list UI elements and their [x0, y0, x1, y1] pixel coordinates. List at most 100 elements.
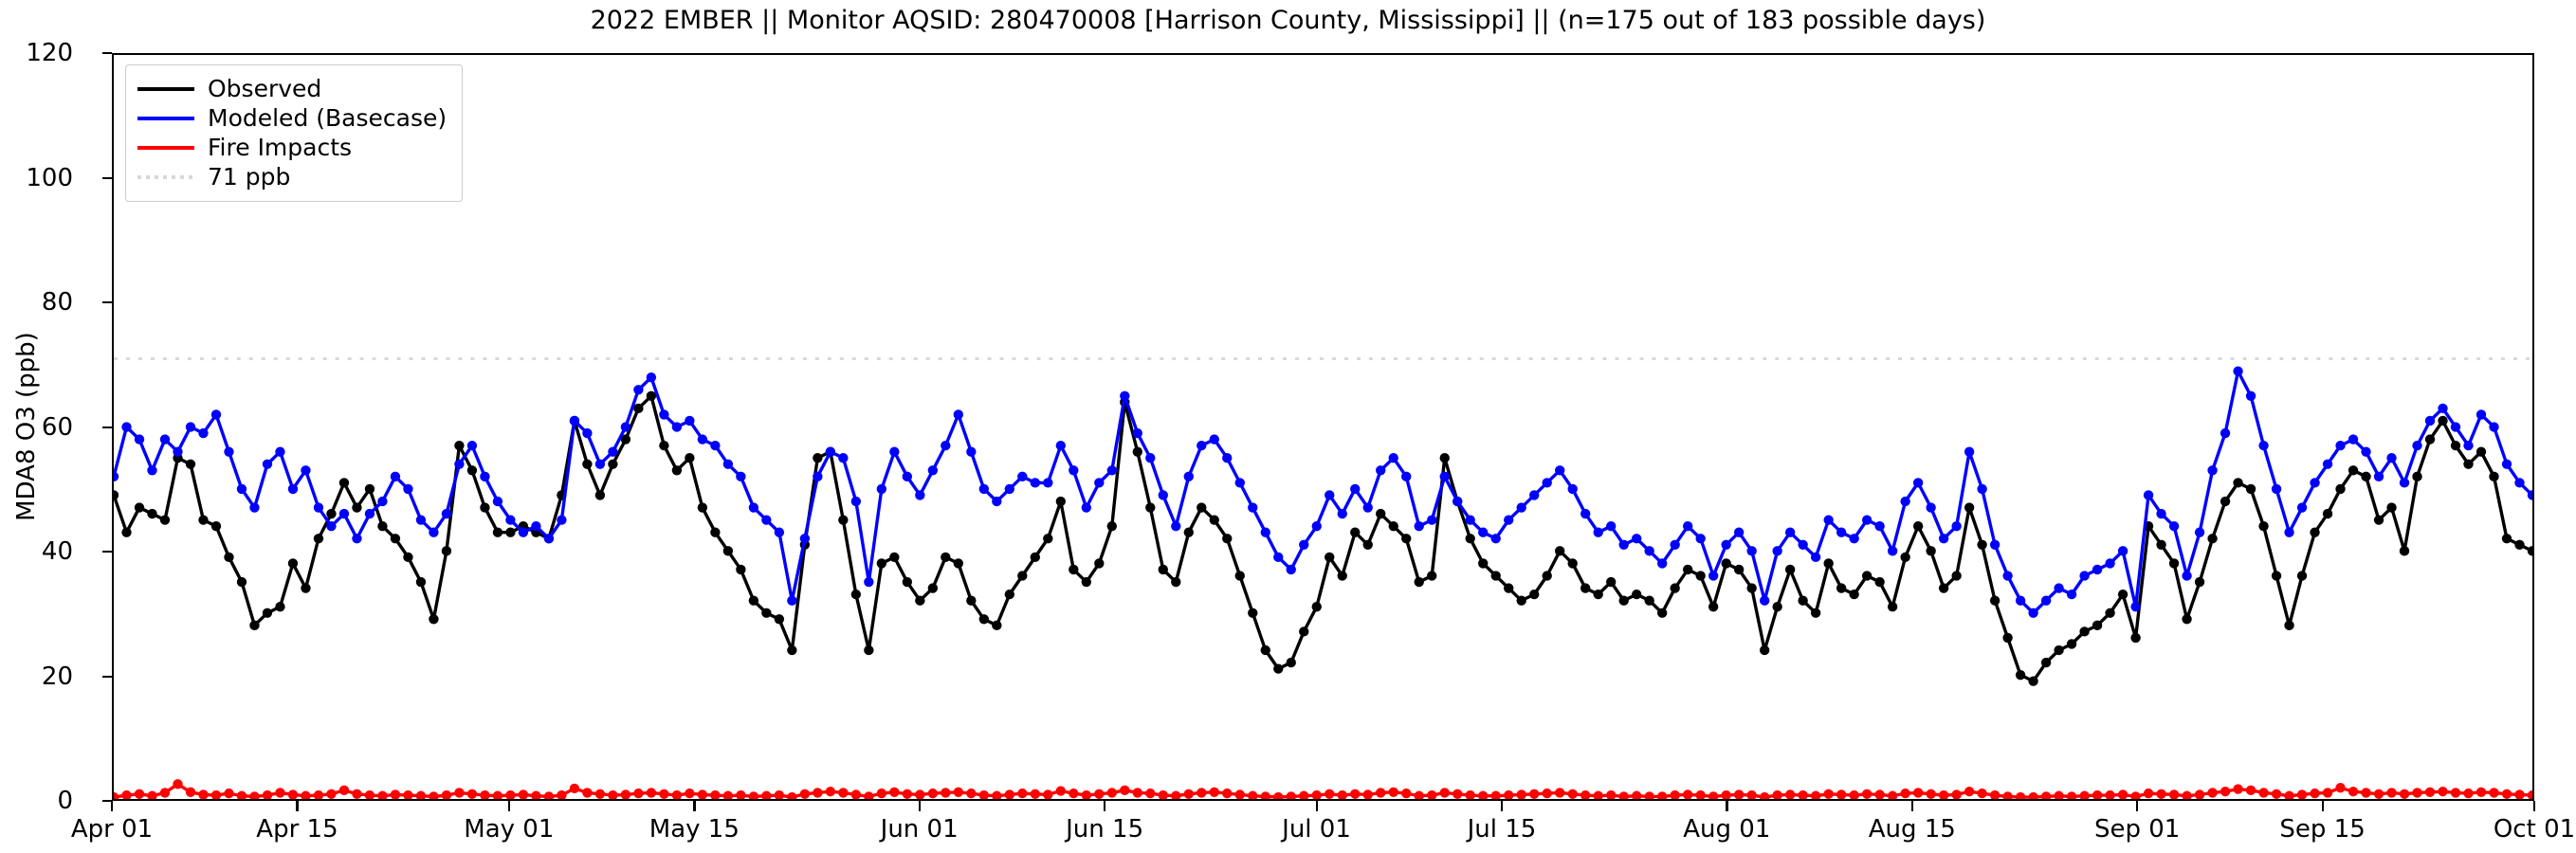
data-point [1836, 789, 1847, 799]
data-point [2527, 546, 2532, 556]
data-point [864, 791, 874, 799]
data-point [134, 502, 145, 513]
data-point [2105, 789, 2115, 799]
data-point [1337, 571, 1347, 581]
data-point [1504, 789, 1514, 799]
data-point [2182, 571, 2192, 581]
data-point [608, 446, 618, 457]
data-point [1606, 576, 1617, 588]
data-point [505, 527, 516, 537]
data-point [1926, 546, 1936, 556]
legend-item[interactable]: Modeled (Basecase) [137, 103, 447, 133]
data-point [114, 471, 119, 482]
data-point [2310, 527, 2320, 537]
y-tick-mark [102, 52, 112, 55]
data-point [210, 789, 222, 799]
data-point [1273, 791, 1284, 799]
data-point [1759, 791, 1770, 799]
data-point [2015, 669, 2026, 681]
data-point [2130, 632, 2141, 644]
data-point [2066, 639, 2077, 649]
x-tick-label: Aug 01 [1683, 815, 1771, 844]
data-point [2489, 788, 2499, 798]
data-point [2054, 790, 2064, 799]
data-point [1670, 539, 1680, 550]
data-point [748, 502, 759, 513]
data-point [1209, 434, 1219, 445]
data-point [646, 788, 657, 798]
data-point [748, 791, 759, 799]
data-point [2117, 546, 2128, 556]
data-point [659, 409, 669, 420]
data-point [1043, 478, 1053, 488]
data-point [2220, 427, 2231, 439]
data-point [1746, 546, 1757, 556]
legend-item[interactable]: Observed [137, 74, 447, 103]
x-tick-label: Sep 15 [2279, 815, 2366, 844]
data-point [1989, 789, 2001, 799]
data-point [966, 595, 977, 606]
data-point [2322, 508, 2333, 519]
data-point [2284, 790, 2294, 799]
data-point [134, 789, 145, 799]
data-point [2015, 791, 2026, 799]
x-tick-mark [507, 801, 511, 811]
legend-item[interactable]: Fire Impacts [137, 133, 447, 162]
data-point [774, 614, 785, 625]
data-point [2271, 571, 2282, 581]
data-point [1746, 583, 1757, 593]
data-point [1209, 787, 1219, 797]
data-point [2463, 788, 2474, 799]
data-point [2015, 595, 2026, 606]
data-point [736, 564, 746, 575]
data-point [224, 552, 234, 563]
legend-item-label: Modeled (Basecase) [208, 104, 448, 132]
data-point [352, 502, 362, 513]
data-point [1145, 453, 1156, 463]
data-point [198, 427, 209, 439]
data-point [2463, 459, 2474, 469]
data-point [774, 527, 785, 537]
data-point [1618, 595, 1629, 606]
data-point [338, 478, 350, 488]
series-line [114, 782, 2532, 799]
data-point [1401, 534, 1412, 544]
x-tick-label: Jun 01 [880, 815, 959, 844]
data-point [1784, 789, 1796, 799]
data-point [1874, 789, 1885, 799]
data-point [1874, 520, 1885, 532]
data-point [2399, 546, 2410, 556]
series-canvas [114, 357, 2532, 799]
data-point [377, 496, 388, 507]
data-point [569, 783, 580, 794]
data-point [2233, 784, 2243, 794]
data-point [287, 483, 299, 495]
data-point [2310, 478, 2320, 488]
data-point [429, 614, 439, 625]
data-point [480, 471, 490, 482]
data-point [185, 459, 196, 469]
data-point [1286, 657, 1296, 668]
data-point [1043, 534, 1053, 544]
data-point [1861, 515, 1873, 525]
data-point [2271, 483, 2282, 495]
data-point [1273, 663, 1284, 674]
data-point [134, 434, 145, 445]
data-point [1452, 789, 1463, 799]
data-point [1849, 589, 1859, 600]
data-point [1772, 602, 1782, 612]
data-point [2054, 583, 2064, 593]
data-point [1606, 789, 1617, 799]
data-point [1427, 571, 1437, 581]
data-point [2335, 483, 2346, 495]
data-point [262, 789, 273, 799]
data-point [1490, 534, 1501, 544]
data-point [697, 434, 708, 445]
data-point [633, 788, 644, 799]
data-point [390, 534, 401, 544]
legend-item[interactable]: 71 ppb [137, 162, 447, 191]
data-point [1580, 789, 1591, 799]
data-point [1030, 789, 1040, 799]
data-point [1337, 508, 1347, 519]
y-tick-label: 20 [41, 662, 73, 691]
